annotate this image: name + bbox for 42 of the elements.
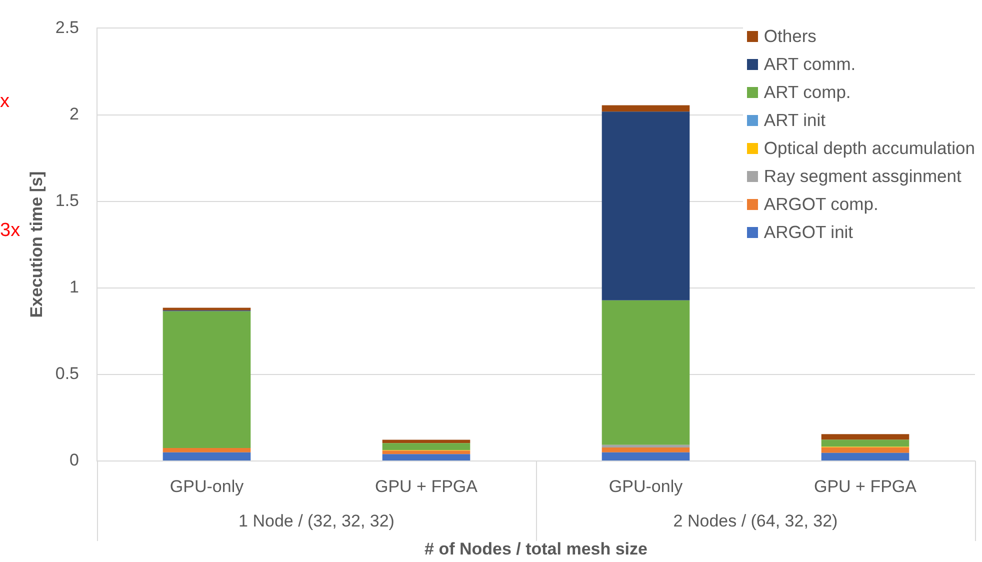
bar — [821, 434, 910, 440]
legend-label: ART comm. — [764, 53, 856, 76]
legend-label: ARGOT comp. — [764, 193, 878, 216]
y-axis-title: Execution time [s] — [26, 171, 46, 318]
legend-label: Ray segment assginment — [764, 165, 962, 188]
bar — [162, 448, 251, 452]
y-tick-label: 0.5 — [55, 364, 79, 384]
y-tick-label: 1 — [70, 278, 79, 297]
legend-label: ART init — [764, 109, 826, 132]
text: 1 Node / (32, 32, 32) — [238, 512, 394, 531]
legend-label: ARGOT init — [764, 221, 854, 244]
bar — [162, 311, 251, 448]
text: x — [0, 91, 10, 112]
x-axis-title: # of Nodes / total mesh size — [424, 539, 648, 558]
bar — [602, 300, 690, 445]
bar — [382, 443, 470, 450]
y-tick-label: 2.5 — [55, 18, 79, 37]
y-tick-label: 1.5 — [55, 191, 79, 210]
x-tick-label: GPU-only — [608, 476, 684, 496]
bar — [162, 452, 251, 460]
bar — [602, 112, 690, 300]
text: 3x — [0, 220, 21, 242]
legend-label: ART comp. — [764, 81, 851, 104]
bar — [602, 447, 690, 452]
bar — [821, 440, 910, 447]
bar — [162, 308, 251, 310]
y-tick-label: 2 — [70, 104, 79, 124]
bar — [382, 440, 470, 444]
x-tick-label: GPU + FPGA — [814, 476, 918, 496]
bar — [602, 452, 690, 460]
text: 2 Nodes / (64, 32, 32) — [673, 512, 838, 531]
legend-label: Others — [764, 25, 816, 48]
x-tick-label: GPU + FPGA — [375, 476, 478, 496]
x-tick-label: GPU-only — [170, 476, 244, 496]
bar — [382, 454, 470, 460]
bar — [602, 105, 690, 112]
legend-label: Optical depth accumulation — [764, 137, 975, 160]
bar — [821, 452, 910, 460]
bar — [821, 447, 910, 453]
bar — [382, 450, 470, 454]
bar — [602, 444, 690, 448]
y-tick-label: 0 — [70, 450, 79, 470]
